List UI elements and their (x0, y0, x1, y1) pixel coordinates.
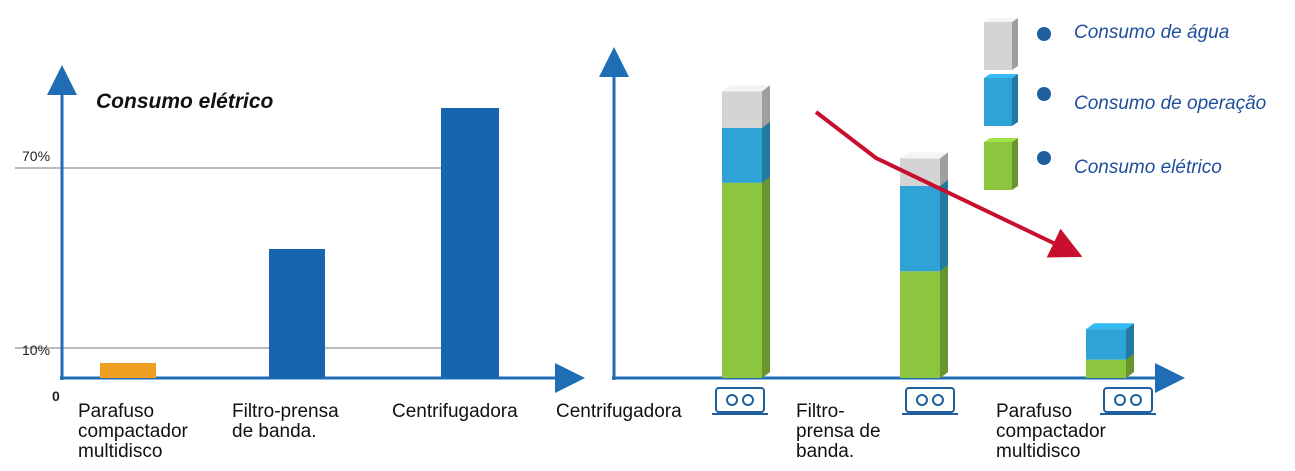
legend-swatch-side (1012, 74, 1018, 126)
bar-segment (1086, 359, 1126, 378)
right-chart (599, 18, 1185, 415)
bar-segment (722, 91, 762, 128)
right-category-label: Centrifugadora (556, 401, 682, 422)
legend-dot (1037, 27, 1051, 41)
bar (269, 249, 325, 378)
bar-top-face (722, 85, 770, 92)
legend-swatch (984, 142, 1012, 190)
left-chart (15, 65, 585, 393)
bar-segment-side (940, 265, 948, 378)
bar-top-face (900, 152, 948, 159)
centrifuge-machine-icon (712, 387, 768, 415)
bar (441, 108, 499, 378)
legend-swatch (984, 78, 1012, 126)
trend-arrow (814, 110, 1083, 258)
legend-swatch-side (1012, 18, 1018, 70)
bar-top-face (1086, 323, 1134, 330)
legend-swatch-top (984, 138, 1018, 142)
bar-segment-side (1126, 323, 1134, 360)
legend-label-electric: Consumo elétrico (1074, 157, 1222, 178)
left-category-label: Filtro-prensa de banda. (232, 401, 339, 442)
bar-segment-side (940, 152, 948, 186)
bar-segment (900, 185, 940, 272)
left-category-label: Parafuso compactador multidisco (78, 401, 188, 462)
y-tick-70: 70% (22, 148, 51, 164)
bar-segment-side (762, 121, 770, 183)
belt-press-machine-icon (902, 387, 958, 415)
bar-segment-side (762, 85, 770, 128)
bar-segment (1086, 329, 1126, 360)
bar-segment (722, 182, 762, 378)
y-tick-0: 0 (52, 388, 60, 404)
legend-label-water: Consumo de água (1074, 22, 1230, 43)
bar-segment (900, 271, 940, 378)
left-chart-title: Consumo elétrico (96, 90, 274, 113)
legend-swatch-top (984, 18, 1018, 22)
screw-press-machine-icon (1100, 387, 1156, 415)
bar-segment (722, 127, 762, 183)
right-category-label: Parafuso compactador multidisco (996, 401, 1106, 462)
legend-label-operation: Consumo de operação (1074, 93, 1267, 114)
legend-dot (1037, 87, 1051, 101)
legend-swatch-side (1012, 138, 1018, 190)
bar-segment-side (762, 176, 770, 378)
bar-segment-side (1126, 353, 1134, 378)
bar-segment-side (940, 179, 948, 272)
legend-dot (1037, 151, 1051, 165)
left-category-label: Centrifugadora (392, 401, 518, 422)
right-category-label: Filtro- prensa de banda. (796, 401, 881, 462)
y-tick-10: 10% (22, 342, 51, 358)
legend-swatch (984, 22, 1012, 70)
legend-swatch-top (984, 74, 1018, 78)
bar (100, 363, 156, 378)
